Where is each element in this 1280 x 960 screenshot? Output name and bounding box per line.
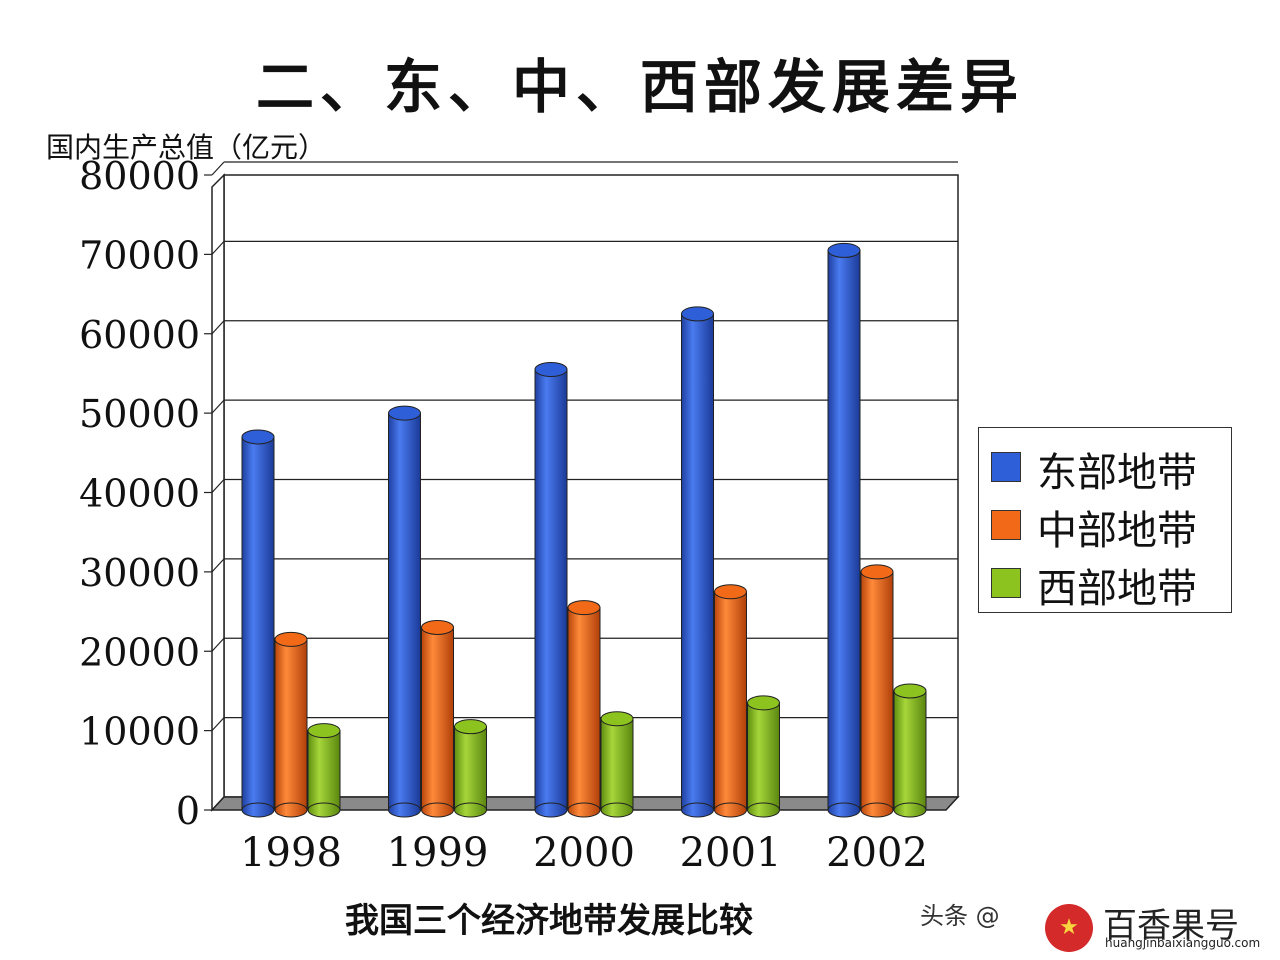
y-tick-label: 10000 bbox=[79, 710, 200, 754]
bar-body bbox=[274, 638, 308, 811]
bar-body bbox=[534, 368, 568, 811]
chart-legend: 东部地带 中部地带 西部地带 bbox=[978, 427, 1232, 613]
bar-bottom bbox=[274, 802, 308, 818]
bar bbox=[274, 631, 308, 818]
bar-bottom bbox=[827, 802, 861, 818]
bar bbox=[307, 723, 341, 818]
bar-bottom bbox=[241, 802, 275, 818]
bar-body bbox=[567, 607, 601, 811]
bar bbox=[567, 600, 601, 818]
x-tick-label: 1998 bbox=[240, 830, 342, 876]
y-tick-label: 30000 bbox=[79, 551, 200, 595]
gridline-side bbox=[211, 161, 225, 176]
y-tick-label: 40000 bbox=[79, 472, 200, 516]
bar bbox=[860, 564, 894, 818]
bar-bottom bbox=[893, 802, 927, 818]
legend-swatch-east bbox=[991, 452, 1021, 482]
bar-body bbox=[421, 626, 454, 811]
brand-name: 百香果号 bbox=[1103, 906, 1239, 946]
bar-top bbox=[600, 711, 634, 727]
bar bbox=[893, 683, 927, 818]
brand-logo: ★ 百香果号 huangjinbaixiangguo.com bbox=[1045, 896, 1260, 954]
bar-bottom bbox=[860, 802, 894, 818]
bar-bottom bbox=[388, 802, 421, 818]
bar-body bbox=[388, 412, 421, 811]
x-tick-label: 2002 bbox=[826, 830, 928, 876]
y-tick-label: 0 bbox=[176, 789, 200, 833]
bar-body bbox=[307, 730, 341, 811]
bar-top bbox=[714, 584, 747, 600]
bar bbox=[534, 361, 568, 818]
gridline-side bbox=[211, 558, 225, 573]
bar-bottom bbox=[454, 802, 487, 818]
gridline-side bbox=[211, 479, 225, 493]
bar-bottom bbox=[534, 802, 568, 818]
bar-top bbox=[241, 429, 275, 445]
bar bbox=[388, 405, 421, 818]
bar-bottom bbox=[307, 802, 341, 818]
bar bbox=[241, 429, 275, 818]
bar-body bbox=[714, 591, 747, 811]
bar-body bbox=[241, 436, 275, 811]
y-tick-label: 50000 bbox=[79, 392, 200, 436]
bar-bottom bbox=[714, 802, 747, 818]
bar bbox=[454, 719, 487, 818]
bar bbox=[747, 695, 780, 818]
bar-body bbox=[681, 313, 714, 811]
chart-side-wall bbox=[211, 173, 225, 812]
bar-bottom bbox=[747, 802, 780, 818]
y-axis-title: 国内生产总值（亿元） bbox=[46, 131, 327, 164]
legend-label-west: 西部地带 bbox=[1037, 566, 1197, 612]
bar-bottom bbox=[421, 802, 454, 818]
bar bbox=[827, 242, 861, 818]
gridline-side bbox=[211, 717, 225, 732]
bar-top bbox=[388, 405, 421, 421]
gridline-side bbox=[211, 399, 225, 414]
star-icon: ★ bbox=[1045, 904, 1093, 952]
bar-top bbox=[307, 723, 341, 739]
bar-top bbox=[534, 361, 568, 377]
x-tick-label: 1999 bbox=[387, 830, 489, 876]
bar-top bbox=[421, 619, 454, 635]
y-tick-label: 70000 bbox=[79, 233, 200, 277]
y-tick-label: 60000 bbox=[79, 313, 200, 357]
y-tick-label: 20000 bbox=[79, 630, 200, 674]
legend-swatch-west bbox=[991, 568, 1021, 598]
x-tick-label: 2000 bbox=[533, 830, 635, 876]
bar-body bbox=[600, 718, 634, 811]
y-tick-label: 80000 bbox=[79, 154, 200, 198]
bar-body bbox=[860, 571, 894, 811]
bar bbox=[714, 584, 747, 818]
bar-body bbox=[454, 726, 487, 811]
bar-body bbox=[827, 249, 861, 811]
bar-top bbox=[454, 719, 487, 735]
bar-bottom bbox=[600, 802, 634, 818]
bar-top bbox=[681, 306, 714, 322]
bar-top bbox=[567, 600, 601, 616]
bar-bottom bbox=[681, 802, 714, 818]
gridline-side bbox=[211, 320, 225, 335]
bar-body bbox=[893, 690, 927, 811]
bar-top bbox=[747, 695, 780, 711]
bar-bottom bbox=[567, 802, 601, 818]
bar-top bbox=[274, 631, 308, 647]
x-tick-label: 2001 bbox=[680, 830, 782, 876]
x-axis-title: 我国三个经济地带发展比较 bbox=[345, 901, 753, 941]
bar-top bbox=[827, 242, 861, 258]
bar-top bbox=[893, 683, 927, 699]
watermark-text: 头条 @ bbox=[920, 902, 1000, 930]
bar bbox=[681, 306, 714, 818]
legend-swatch-central bbox=[991, 510, 1021, 540]
bar bbox=[421, 619, 454, 818]
bar bbox=[600, 711, 634, 818]
brand-url: huangjinbaixiangguo.com bbox=[1105, 936, 1261, 950]
legend-label-central: 中部地带 bbox=[1037, 508, 1197, 554]
legend-label-east: 东部地带 bbox=[1037, 450, 1197, 496]
gridline-side bbox=[211, 240, 225, 255]
bar-top bbox=[860, 564, 894, 580]
gridline-side bbox=[211, 637, 225, 652]
page-title: 二、东、中、西部发展差异 bbox=[255, 53, 1024, 121]
bar-body bbox=[747, 702, 780, 811]
